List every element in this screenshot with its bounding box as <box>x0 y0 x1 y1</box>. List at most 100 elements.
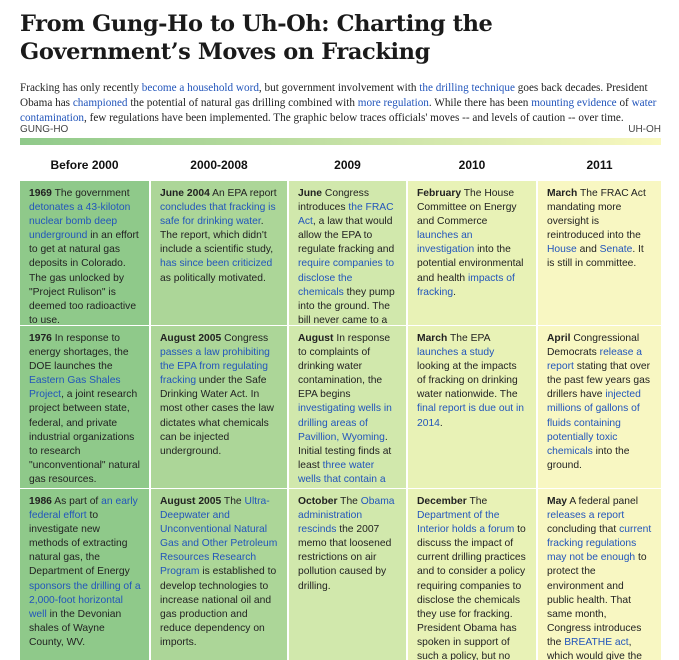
event-text: as politically motivated. <box>160 272 266 284</box>
event-link[interactable]: releases a report <box>547 510 625 522</box>
link-household-word[interactable]: become a household word <box>141 82 259 94</box>
event-date: August 2005 <box>160 333 222 344</box>
link-more-regulation[interactable]: more regulation <box>357 97 429 109</box>
event-text: looking at the impacts of fracking on dr… <box>417 361 518 401</box>
intro-text: goes back decades. President Obama has <box>20 82 648 109</box>
event-link[interactable]: the FRAC Act <box>298 202 394 228</box>
event-text: An EPA report <box>209 188 277 199</box>
link-championed[interactable]: championed <box>72 97 128 109</box>
event-date: June 2004 <box>160 188 210 199</box>
event-text: is established to develop technologies t… <box>160 566 277 648</box>
scale-label-uh-oh: UH-OH <box>628 124 661 135</box>
timeline-cell: 1976 In response to energy shortages, th… <box>20 326 149 488</box>
event-link[interactable]: BREATHE act <box>564 636 629 648</box>
event-text: . The report, which didn't include a sci… <box>160 216 274 256</box>
event-date: August <box>298 333 334 344</box>
event-date: April <box>547 333 571 344</box>
event-link[interactable]: Senate <box>599 244 633 256</box>
event-text: The government <box>51 188 130 199</box>
event-link[interactable]: require companies to disclose the chemic… <box>298 258 395 298</box>
event-link[interactable]: concludes that fracking is safe for drin… <box>160 202 276 228</box>
event-text: In response to energy shortages, the DOE… <box>29 333 129 373</box>
event-text: in an effort to get at natural gas depos… <box>29 230 139 325</box>
timeline-cell: February The House Committee on Energy a… <box>408 181 536 325</box>
event-link[interactable]: investigating wells in drilling areas of… <box>298 403 392 443</box>
event-text: The FRAC Act mandating more oversight is… <box>547 188 646 242</box>
event-link[interactable]: sponsors the drilling of a 2,000-foot ho… <box>29 580 141 620</box>
event-link[interactable]: House <box>547 244 577 256</box>
event-text: . <box>453 286 456 298</box>
event-text: The EPA <box>447 333 490 344</box>
event-text: A federal panel <box>567 496 639 507</box>
event-link[interactable]: current fracking regulations may not be … <box>547 524 652 564</box>
event-text: they pump into the ground. The bill neve… <box>298 286 395 325</box>
link-mounting-evidence[interactable]: mounting evidence <box>531 97 617 109</box>
event-date: March <box>547 188 578 199</box>
event-date: 1969 <box>29 188 52 199</box>
scale-label-gung-ho: GUNG-HO <box>20 124 69 135</box>
page-title: From Gung-Ho to Uh-Oh: Charting the Gove… <box>20 11 493 65</box>
timeline-cell: October The Obama administration rescind… <box>289 489 406 660</box>
event-text: In response to complaints of drinking wa… <box>298 333 391 401</box>
event-text: The <box>466 496 488 507</box>
event-text: into the ground. <box>547 445 630 471</box>
event-text: , a law that would allow the EPA to regu… <box>298 216 395 256</box>
event-link[interactable]: three water wells that contain a chemica… <box>298 459 386 485</box>
link-water-contamination[interactable]: water contamination <box>20 97 657 124</box>
event-link[interactable]: an early federal effort <box>29 496 138 522</box>
event-text: concluding that <box>547 524 620 536</box>
event-link[interactable]: passes a law prohibiting the EPA from re… <box>160 347 270 387</box>
intro-text: Fracking has only recently <box>20 82 142 94</box>
event-text: The House Committee on Energy and Commer… <box>417 188 517 228</box>
link-drilling-technique[interactable]: the drilling technique <box>419 82 515 94</box>
timeline-cell: May A federal panel releases a report co… <box>538 489 661 660</box>
column-header-2011: 2011 <box>586 158 613 172</box>
event-text: Congress <box>221 333 269 344</box>
event-date: December <box>417 496 467 507</box>
event-text: Congressional Democrats <box>547 333 640 359</box>
event-text: The <box>221 496 245 507</box>
event-link[interactable]: Obama administration rescinds <box>298 496 395 536</box>
event-link[interactable]: Department of the Interior holds a forum <box>417 510 515 536</box>
event-text: stating that over the past few years gas… <box>547 361 651 401</box>
event-text: . <box>439 417 443 429</box>
event-link[interactable]: has since been criticized <box>160 258 273 270</box>
event-text: . Initial testing finds at least <box>298 431 392 471</box>
timeline-cell: August 2005 The Ultra-Deepwater and Unco… <box>151 489 287 660</box>
timeline-cell: 1986 As part of an early federal effort … <box>20 489 149 660</box>
column-header-2009: 2009 <box>334 158 361 172</box>
event-link[interactable]: injected millions of gallons of fluids c… <box>547 389 641 457</box>
event-link[interactable]: Ultra-Deepwater and Unconventional Natur… <box>160 496 278 578</box>
event-link[interactable]: detonates a 43-kiloton nuclear bomb deep… <box>29 202 131 242</box>
event-text: in the Devonian shales of Wayne County, … <box>29 608 122 648</box>
timeline-cell: August In response to complaints of drin… <box>289 326 406 488</box>
event-text: , which would give the EPA power to regu… <box>547 636 643 660</box>
event-text: to investigate new methods of extracting… <box>29 510 130 578</box>
event-link[interactable]: Eastern Gas Shales Project <box>29 375 121 401</box>
caution-gradient-bar <box>20 138 661 145</box>
event-date: October <box>298 496 338 507</box>
event-date: February <box>417 188 462 199</box>
event-link[interactable]: impacts of fracking <box>417 272 515 298</box>
event-link[interactable]: release a report <box>547 347 643 373</box>
event-date: 1976 <box>29 333 52 344</box>
timeline-cell: April Congressional Democrats release a … <box>538 326 661 488</box>
event-text: . It is still in committee. <box>547 244 644 270</box>
timeline-cell: March The FRAC Act mandating more oversi… <box>538 181 661 325</box>
event-text: to discuss the impact of current drillin… <box>417 524 526 660</box>
column-header-before-2000: Before 2000 <box>50 158 119 172</box>
event-text: and <box>576 244 600 256</box>
event-link[interactable]: final report is due out in 2014 <box>417 403 525 429</box>
timeline-cell: June 2004 An EPA report concludes that f… <box>151 181 287 325</box>
event-text: the 2007 memo that loosened restrictions… <box>298 524 392 592</box>
timeline-cell: December The Department of the Interior … <box>408 489 536 660</box>
column-header-2010: 2010 <box>458 158 486 172</box>
event-link[interactable]: launches a study <box>417 347 495 359</box>
event-link[interactable]: launches an investigation <box>417 230 475 256</box>
event-text: The <box>337 496 361 507</box>
event-date: May <box>547 496 568 507</box>
intro-text: , few regulations have been implemented.… <box>84 112 624 124</box>
event-text: , a joint research project between state… <box>29 389 140 485</box>
timeline-cell: August 2005 Congress passes a law prohib… <box>151 326 287 488</box>
